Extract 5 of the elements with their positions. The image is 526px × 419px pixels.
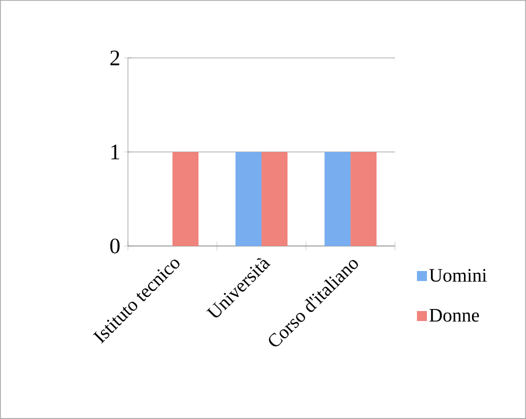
y-tick-label: 2 [110,50,120,66]
legend-label: Donne [429,309,479,322]
y-tick-label: 0 [110,238,120,254]
legend-label: Uomini [429,269,487,282]
y-tick-label: 1 [111,144,120,160]
